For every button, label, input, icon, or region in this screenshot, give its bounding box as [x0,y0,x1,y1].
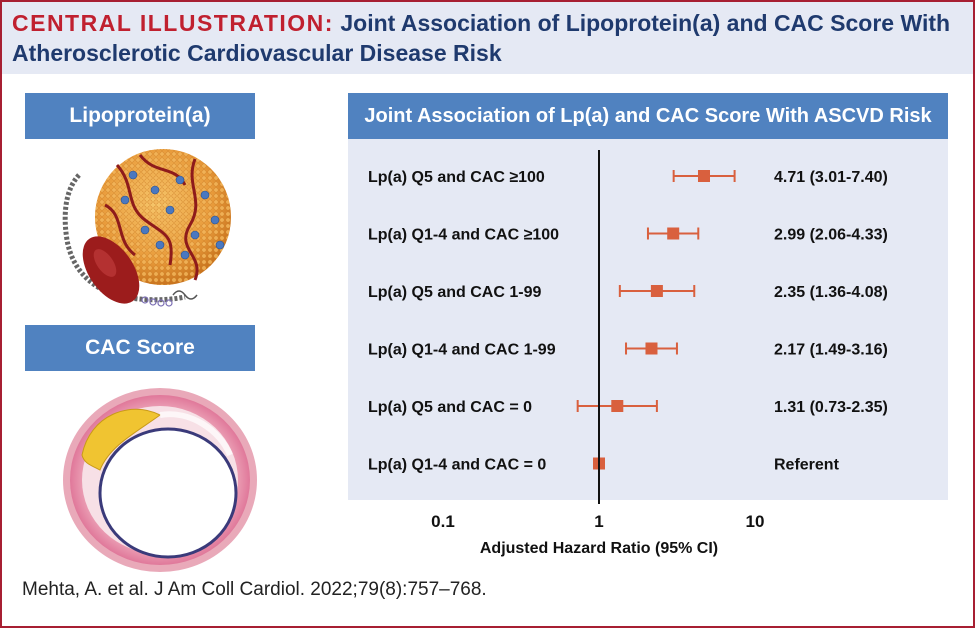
row-value: 1.31 (0.73-2.35) [774,399,888,416]
row-label: Lp(a) Q1-4 and CAC = 0 [368,457,546,474]
title-text: Joint Association of Lipoprotein(a) and … [12,10,951,66]
title-lead: CENTRAL ILLUSTRATION: [12,10,334,36]
row-label: Lp(a) Q5 and CAC = 0 [368,399,532,416]
x-axis-label: Adjusted Hazard Ratio (95% CI) [480,540,718,557]
row-label: Lp(a) Q5 and CAC 1-99 [368,284,541,301]
x-tick-label: 0.1 [431,512,455,531]
hazard-ratio-marker [645,342,658,355]
row-label: Lp(a) Q5 and CAC ≥100 [368,169,545,186]
header-bar: CENTRAL ILLUSTRATION: Joint Association … [2,2,973,74]
hazard-ratio-marker [650,285,663,297]
hazard-ratio-marker [697,170,710,182]
row-label: Lp(a) Q1-4 and CAC 1-99 [368,342,556,359]
chart-title: Joint Association of Lp(a) and CAC Score… [348,93,948,139]
cac-score-label: CAC Score [25,325,255,371]
row-value: 2.99 (2.06-4.33) [774,227,888,244]
row-value: 2.35 (1.36-4.08) [774,284,888,301]
row-value: 4.71 (3.01-7.40) [774,169,888,186]
lipoprotein-particle-illustration [62,149,231,307]
x-tick-label: 10 [746,512,765,531]
hazard-ratio-marker [611,400,624,412]
hazard-ratio-marker [667,227,680,240]
row-label: Lp(a) Q1-4 and CAC ≥100 [368,227,559,244]
forest-plot-panel [348,93,948,500]
x-tick-label: 1 [594,512,603,531]
artery-cross-section-illustration [63,388,257,572]
citation: Mehta, A. et al. J Am Coll Cardiol. 2022… [22,579,487,600]
row-value: 2.17 (1.49-3.16) [774,342,888,359]
page-title: CENTRAL ILLUSTRATION: Joint Association … [12,8,962,68]
lipoprotein-label: Lipoprotein(a) [25,93,255,139]
row-value: Referent [774,457,840,474]
